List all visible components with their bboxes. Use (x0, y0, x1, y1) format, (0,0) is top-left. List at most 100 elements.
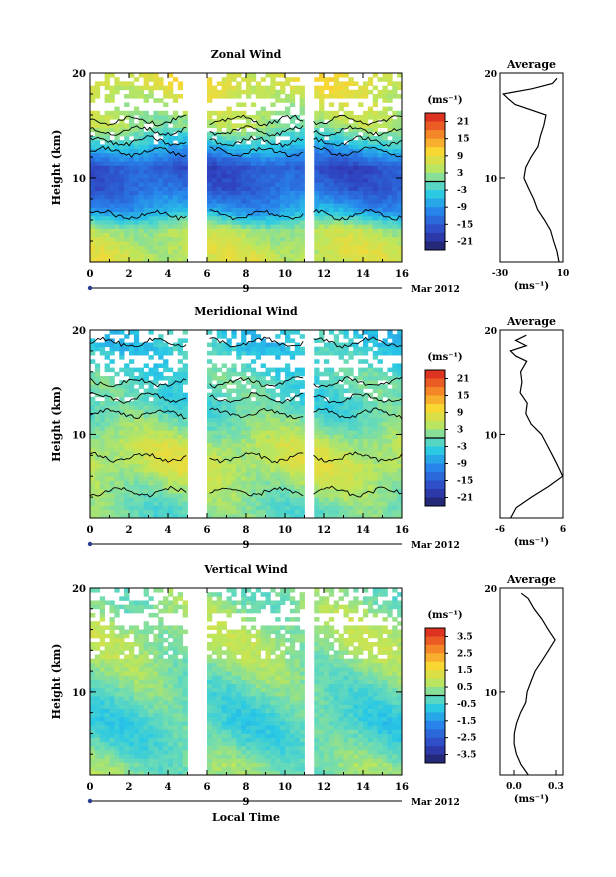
colorbar-band (425, 216, 445, 225)
colorbar-band (425, 233, 445, 242)
average-x-tick-label: -6 (495, 525, 505, 535)
x-tick-label: 0 (87, 525, 94, 536)
colorbar: 3.52.51.50.5-0.5-1.5-2.5-3.5(ms⁻¹) (425, 610, 476, 763)
colorbar-band (425, 139, 445, 148)
colorbar-tick-label: 3 (457, 426, 463, 436)
colorbar-band (425, 224, 445, 233)
colorbar-tick-label: 3.5 (457, 632, 473, 642)
average-y-tick-label: 10 (484, 689, 497, 699)
month-label: Mar 2012 (411, 285, 460, 295)
y-tick-label: 10 (72, 688, 86, 699)
colorbar-tick-label: 21 (457, 118, 470, 128)
colorbar-band (425, 464, 445, 473)
colorbar-band (425, 156, 445, 165)
colorbar-band (425, 130, 445, 139)
x-tick-label: 16 (395, 782, 409, 793)
average-profile-line (510, 335, 562, 518)
colorbar-band (425, 721, 445, 730)
colorbar-band (425, 704, 445, 713)
x-tick-label: 0 (87, 269, 94, 280)
y-tick-label: 20 (72, 584, 86, 595)
x-tick-label: 16 (395, 269, 409, 280)
colorbar-band (425, 738, 445, 747)
heatmap-cells (90, 330, 402, 518)
colorbar-band (425, 746, 445, 755)
y-axis-label: Height (km) (50, 130, 63, 206)
x-tick-label: 14 (356, 525, 370, 536)
colorbar-band (425, 147, 445, 156)
x-tick-label: 6 (204, 782, 211, 793)
colorbar-unit: (ms⁻¹) (427, 610, 462, 621)
average-y-tick-label: 20 (484, 327, 497, 337)
average-x-label: (ms⁻¹) (514, 281, 549, 292)
colorbar-band (425, 696, 445, 705)
day-marker-label: 9 (243, 540, 250, 551)
colorbar-band (425, 396, 445, 405)
colorbar-band (425, 207, 445, 216)
average-y-tick-label: 20 (484, 70, 497, 80)
colorbar-tick-label: -3.5 (457, 751, 476, 761)
colorbar-band (425, 421, 445, 430)
average-x-tick-label: -30 (492, 269, 508, 279)
month-label: Mar 2012 (411, 798, 460, 808)
colorbar-tick-label: 21 (457, 375, 470, 385)
panel-title: Meridional Wind (194, 305, 298, 318)
colorbar-tick-label: -3 (457, 186, 467, 196)
average-profile-line (514, 593, 555, 775)
x-tick-label: 4 (165, 782, 172, 793)
x-tick-label: 2 (126, 782, 133, 793)
colorbar-band (425, 712, 445, 721)
colorbar-band (425, 173, 445, 182)
y-tick-label: 20 (72, 69, 86, 80)
colorbar-band (425, 164, 445, 173)
x-tick-label: 16 (395, 525, 409, 536)
colorbar-tick-label: -15 (457, 477, 473, 487)
colorbar-tick-label: 2.5 (457, 649, 473, 659)
day-marker-label: 9 (243, 797, 250, 808)
average-x-label: (ms⁻¹) (514, 537, 549, 548)
average-title: Average (506, 315, 556, 328)
colorbar-band (425, 379, 445, 388)
panel-title: Zonal Wind (211, 48, 282, 61)
day-start-marker (88, 799, 92, 803)
colorbar-tick-label: 15 (457, 392, 470, 402)
x-tick-label: 14 (356, 269, 370, 280)
x-tick-label: 2 (126, 525, 133, 536)
colorbar-band (425, 729, 445, 738)
colorbar-tick-label: -9 (457, 460, 467, 470)
average-x-tick-label: 0.0 (506, 782, 522, 792)
x-tick-label: 6 (204, 525, 211, 536)
average-frame (500, 73, 563, 262)
average-title: Average (506, 58, 556, 71)
colorbar-band (425, 755, 445, 764)
colorbar-band (425, 182, 445, 191)
colorbar-tick-label: 1.5 (457, 666, 473, 676)
day-start-marker (88, 286, 92, 290)
colorbar-tick-label: -0.5 (457, 700, 476, 710)
x-tick-label: 8 (243, 525, 250, 536)
average-title: Average (506, 573, 556, 586)
colorbar-band (425, 455, 445, 464)
colorbar-band (425, 679, 445, 688)
colorbar-unit: (ms⁻¹) (427, 95, 462, 106)
colorbar-band (425, 472, 445, 481)
average-x-tick-label: 0.3 (548, 782, 564, 792)
x-tick-label: 10 (278, 525, 292, 536)
colorbar-tick-label: 0.5 (457, 683, 473, 693)
average-profile-line (503, 78, 559, 262)
average-y-tick-label: 20 (484, 585, 497, 595)
average-y-tick-label: 10 (484, 175, 497, 185)
average-y-tick-label: 10 (484, 431, 497, 441)
average-x-tick-label: 6 (560, 525, 566, 535)
colorbar-tick-label: 3 (457, 169, 463, 179)
panel-title: Vertical Wind (203, 563, 288, 576)
x-axis-label: Local Time (212, 811, 280, 824)
y-axis-label: Height (km) (50, 386, 63, 462)
colorbar-unit: (ms⁻¹) (427, 352, 462, 363)
x-tick-label: 12 (317, 782, 331, 793)
colorbar-tick-label: 9 (457, 152, 463, 162)
